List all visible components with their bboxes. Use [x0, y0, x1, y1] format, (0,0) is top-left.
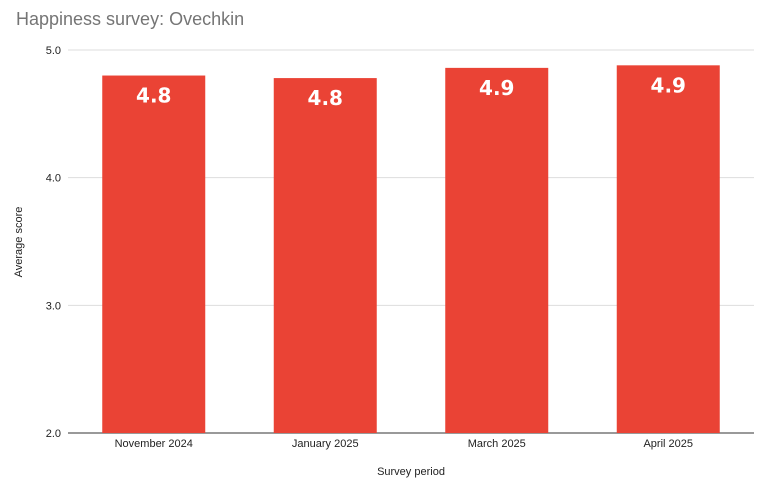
x-tick-label: November 2024: [115, 438, 193, 450]
x-axis-ticks: November 2024 January 2025 March 2025 April…: [115, 438, 693, 450]
y-axis-ticks: 2.0 3.0 4.0 5.0: [46, 45, 61, 440]
x-axis-title: Survey period: [377, 466, 445, 478]
bars: 4.8 4.8 4.9 4.9: [102, 65, 720, 434]
x-tick-label: January 2025: [292, 438, 359, 450]
y-tick-label: 2.0: [46, 428, 61, 440]
y-tick-label: 5.0: [46, 45, 61, 57]
y-tick-label: 3.0: [46, 300, 61, 312]
bar: [102, 75, 206, 434]
bar-data-label: 4.8: [308, 86, 343, 110]
y-tick-label: 4.0: [46, 173, 61, 185]
bar: [616, 65, 720, 433]
bar: [445, 67, 549, 433]
bar-data-label: 4.8: [136, 84, 171, 108]
y-axis-title: Average score: [13, 207, 25, 278]
bar-data-label: 4.9: [479, 76, 514, 100]
x-tick-label: March 2025: [468, 438, 526, 450]
x-tick-label: April 2025: [643, 438, 693, 450]
bar-data-label: 4.9: [651, 73, 686, 97]
chart-title: Happiness survey: Ovechkin: [16, 9, 245, 29]
bar: [273, 78, 377, 433]
